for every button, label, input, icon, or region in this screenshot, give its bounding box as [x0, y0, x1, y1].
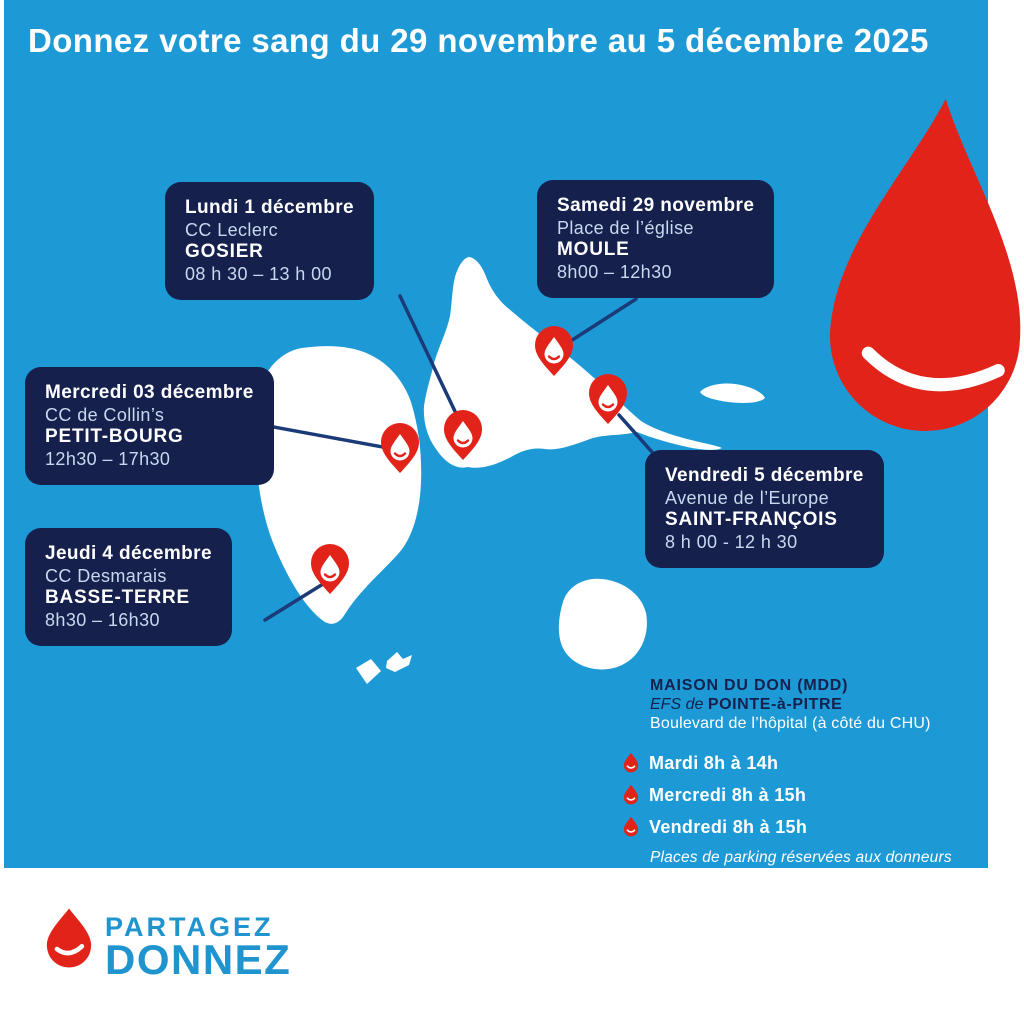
event-hours: 8 h 00 - 12 h 30	[665, 532, 798, 552]
logo-text: PARTAGEZ DONNEZ	[105, 905, 292, 983]
line-saint-francois	[617, 413, 654, 454]
event-day: Mercredi 03 décembre	[45, 382, 254, 403]
connector-lines	[250, 294, 654, 622]
blood-drop-smile-icon	[830, 98, 1021, 431]
mdd-schedule-text: Mardi 8h à 14h	[649, 753, 779, 773]
event-city: SAINT-FRANÇOIS	[665, 509, 838, 530]
mdd-schedule-row: Mercredi 8h à 15h	[622, 783, 994, 808]
island-basse-terre	[255, 346, 422, 624]
event-hours: 08 h 30 – 13 h 00	[185, 264, 332, 284]
line-basse-terre	[263, 582, 325, 622]
line-gosier	[398, 294, 464, 428]
mdd-efs-label: EFS de	[650, 696, 704, 713]
event-city: BASSE-TERRE	[45, 587, 190, 608]
island-marie-galante	[558, 578, 647, 670]
event-venue: Avenue de l’Europe	[665, 488, 829, 508]
event-hours: 8h30 – 16h30	[45, 610, 160, 630]
mdd-schedule-row: Vendredi 8h à 15h	[622, 815, 994, 840]
island-les-saintes-west	[356, 659, 381, 684]
mdd-schedule-row: Mardi 8h à 14h	[622, 751, 994, 776]
event-card-basse-terre: Jeudi 4 décembre CC Desmarais BASSE-TERR…	[25, 528, 232, 646]
island-les-saintes-east	[386, 652, 412, 672]
mdd-schedule-text: Mercredi 8h à 15h	[649, 785, 807, 805]
line-moule	[564, 297, 638, 346]
event-card-saint-francois: Vendredi 5 décembre Avenue de l’Europe S…	[645, 450, 884, 568]
event-city: MOULE	[557, 239, 630, 260]
event-day: Lundi 1 décembre	[185, 197, 354, 218]
event-hours: 8h00 – 12h30	[557, 262, 672, 282]
mdd-title: MAISON DU DON (MDD)	[650, 677, 849, 694]
maison-du-don-section: MAISON DU DON (MDD) EFS de POINTE-à-PITR…	[622, 676, 994, 867]
mdd-schedule-text: Vendredi 8h à 15h	[649, 817, 808, 837]
event-card-gosier: Lundi 1 décembre CC Leclerc GOSIER 08 h …	[165, 182, 374, 300]
event-day: Jeudi 4 décembre	[45, 543, 212, 564]
event-day: Vendredi 5 décembre	[665, 465, 864, 486]
blood-drop-icon	[623, 816, 639, 837]
mdd-address: Boulevard de l’hôpital (à côté du CHU)	[650, 715, 931, 732]
island-grande-terre	[423, 257, 722, 468]
map-of-guadeloupe	[255, 257, 765, 684]
event-day: Samedi 29 novembre	[557, 195, 755, 216]
event-venue: CC de Collin’s	[45, 405, 165, 425]
island-la-desirade	[700, 383, 765, 403]
event-venue: CC Desmarais	[45, 566, 167, 586]
event-card-moule: Samedi 29 novembre Place de l’église MOU…	[537, 180, 775, 298]
logo-partagez: PARTAGEZ	[105, 912, 274, 942]
mdd-parking-note: Places de parking réservées aux donneurs	[650, 849, 952, 866]
partagez-donnez-logo: PARTAGEZ DONNEZ	[45, 905, 292, 983]
event-card-petit-bourg: Mercredi 03 décembre CC de Collin’s PETI…	[25, 367, 274, 485]
poster-title: Donnez votre sang du 29 novembre au 5 dé…	[28, 22, 929, 59]
line-petit-bourg	[250, 421, 390, 450]
event-venue: Place de l’église	[557, 218, 694, 238]
event-venue: CC Leclerc	[185, 220, 279, 240]
blood-drop-icon	[623, 752, 639, 773]
event-city: GOSIER	[185, 241, 264, 262]
event-hours: 12h30 – 17h30	[45, 449, 171, 469]
mdd-city: POINTE-à-PITRE	[707, 696, 843, 713]
logo-donnez: DONNEZ	[105, 936, 292, 983]
blood-drop-icon	[623, 784, 639, 805]
event-city: PETIT-BOURG	[45, 426, 184, 447]
blood-drop-smile-icon	[46, 908, 92, 968]
mdd-subtitle: EFS de POINTE-à-PITRE	[650, 695, 994, 714]
